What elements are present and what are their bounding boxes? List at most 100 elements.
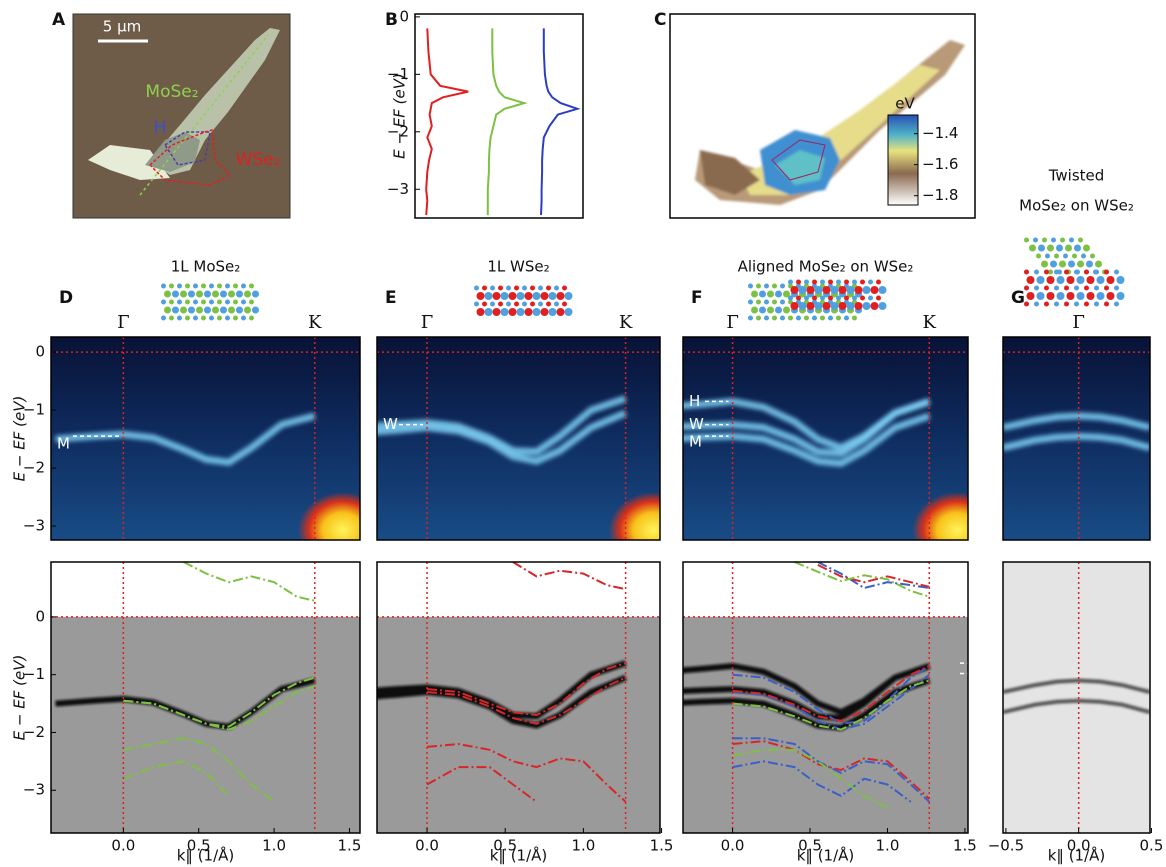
atom — [1026, 276, 1035, 284]
atom — [554, 285, 559, 291]
x-tick-label: 0.0 — [721, 837, 745, 855]
band-marker-label: H — [689, 392, 700, 410]
atom — [564, 292, 573, 300]
atom — [556, 308, 565, 316]
hot-spot — [608, 492, 660, 540]
atom — [1069, 237, 1074, 243]
atom — [193, 283, 198, 289]
measured-bands — [1003, 678, 1150, 715]
atom — [1051, 237, 1056, 243]
atom — [772, 299, 777, 305]
atom — [852, 315, 857, 321]
x-tick-label: 1.0 — [876, 837, 900, 855]
y-tick-label: 0 — [399, 7, 409, 25]
atom — [476, 292, 485, 300]
x-tick-label: 0.0 — [415, 837, 439, 855]
calculated-band — [426, 676, 627, 725]
atom — [1076, 276, 1085, 284]
calculated-band — [732, 679, 930, 731]
atom — [217, 315, 222, 321]
atom — [1044, 301, 1049, 307]
atom — [161, 315, 166, 321]
atom — [1054, 253, 1059, 259]
lattice-schematic — [1024, 237, 1125, 307]
atom — [878, 302, 887, 310]
x-tick-label: 0.5 — [798, 837, 822, 855]
atom — [1116, 276, 1125, 284]
atom — [1096, 276, 1105, 284]
atom — [236, 306, 243, 314]
frame — [682, 336, 969, 541]
atom — [812, 295, 817, 301]
atom — [1036, 253, 1041, 259]
atom — [780, 315, 785, 321]
atom — [169, 283, 174, 289]
band — [683, 398, 931, 458]
atom — [854, 286, 863, 294]
region — [700, 150, 760, 195]
atom — [846, 286, 855, 294]
atom — [1038, 244, 1045, 252]
atom — [522, 285, 527, 291]
atom — [1046, 292, 1055, 300]
atom — [796, 295, 801, 301]
atom — [862, 302, 871, 310]
region — [775, 150, 825, 185]
atom — [484, 292, 493, 300]
curvature-image — [683, 562, 968, 833]
atom — [524, 292, 533, 300]
frame — [376, 561, 661, 834]
atom — [233, 283, 238, 289]
atom — [1047, 244, 1054, 252]
atom — [759, 290, 766, 298]
atom — [764, 315, 769, 321]
frame — [414, 13, 584, 219]
y-tick-label: −1 — [23, 401, 45, 419]
atom — [814, 302, 823, 310]
hot-spot — [297, 492, 360, 540]
atom — [860, 279, 865, 285]
atom — [878, 286, 887, 294]
atom — [1094, 269, 1099, 275]
atom — [209, 299, 214, 305]
atom — [748, 315, 753, 321]
atom — [806, 302, 815, 310]
high-symmetry-label: K — [619, 312, 633, 333]
high-symmetry-label: K — [923, 312, 937, 333]
atom — [1081, 253, 1086, 259]
colorbar-label: eV — [895, 95, 915, 113]
band-marker-label: M — [689, 433, 702, 451]
y-tick-label: −3 — [23, 781, 45, 799]
frame — [50, 561, 361, 834]
atom — [474, 285, 479, 291]
bands — [55, 412, 316, 466]
calculated-band — [732, 665, 930, 722]
atom — [1083, 244, 1090, 252]
atom — [252, 306, 259, 314]
edc-curve — [486, 28, 528, 216]
outline-wse2 — [149, 129, 232, 186]
bands — [683, 397, 931, 467]
panel-letter: A — [52, 10, 66, 30]
flake — [145, 132, 200, 172]
atom — [172, 290, 179, 298]
atom — [516, 308, 525, 316]
atom — [180, 290, 187, 298]
atom — [249, 299, 254, 305]
atom — [562, 301, 567, 307]
atom — [164, 306, 171, 314]
atom — [514, 285, 519, 291]
atom — [244, 290, 251, 298]
atom — [508, 308, 517, 316]
lattice-schematic — [748, 279, 887, 321]
colorbar — [887, 114, 919, 206]
atom — [172, 306, 179, 314]
outline — [771, 139, 826, 181]
atom — [1116, 292, 1125, 300]
atom — [540, 292, 549, 300]
atom — [1054, 285, 1059, 291]
atom — [820, 295, 825, 301]
curvature-image — [377, 562, 660, 833]
atom — [1024, 237, 1029, 243]
atom — [748, 283, 753, 289]
